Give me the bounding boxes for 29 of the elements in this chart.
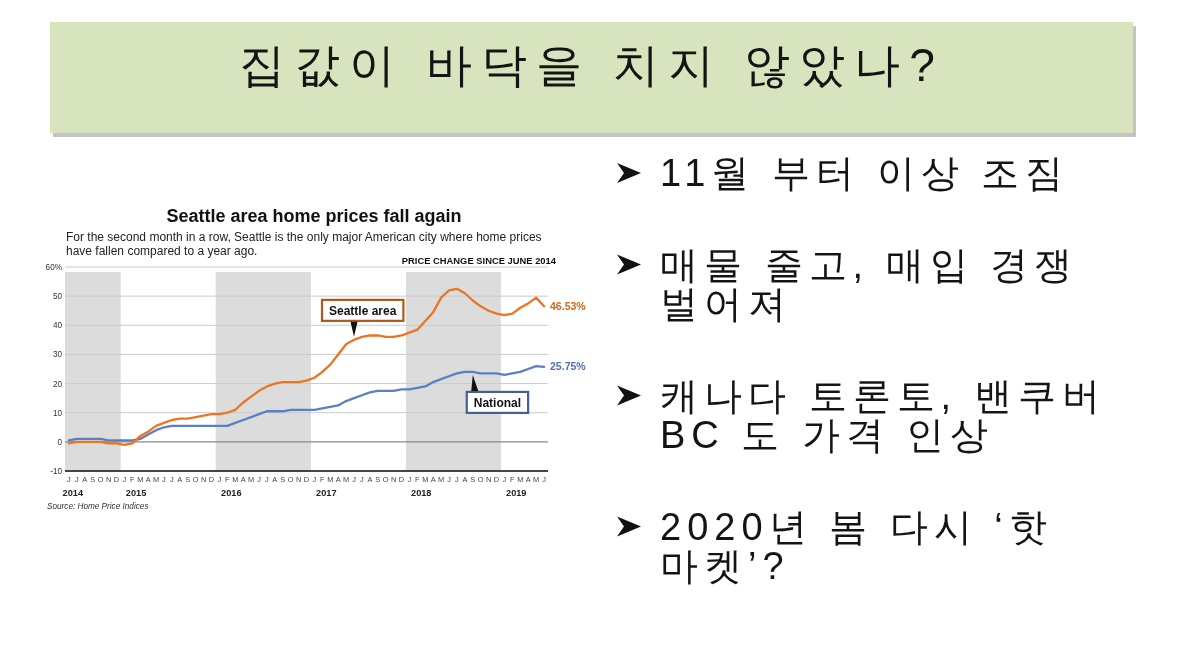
x2-tick-label: 2015 xyxy=(125,488,147,498)
x2-tick-label: 2016 xyxy=(221,488,242,498)
y-tick-label: 20 xyxy=(52,379,63,389)
text: 2020년 봄 다시 ‘핫 마켓’? xyxy=(660,505,1070,587)
text: 매물 줄고, 매입 경쟁 벌어져 xyxy=(660,243,1095,325)
y-tick-label: 50 xyxy=(52,292,63,302)
line-series xyxy=(67,364,546,442)
text: 11월 부터 이상 조짐 xyxy=(660,152,1070,194)
chart-title: Seattle area home prices fall again xyxy=(166,206,462,226)
data-label: 46.53% xyxy=(550,299,587,312)
y-tick-label: 30 xyxy=(52,350,63,360)
y-axis-title: PRICE CHANGE SINCE JUNE 2014 xyxy=(401,255,557,266)
series-label: National xyxy=(473,395,522,410)
x2-tick-label: 2017 xyxy=(316,488,337,498)
series-label: Seattle area xyxy=(329,303,397,318)
source-note: Source: Home Price Indices xyxy=(47,502,149,511)
text: 캐나다 토론토, 밴쿠버 BC 도 가격 인상 xyxy=(660,374,1123,456)
data-label: 25.75% xyxy=(550,360,587,373)
x2-tick-label: 2014 xyxy=(62,488,84,498)
y-tick-label: -10 xyxy=(50,467,63,476)
chart-subtitle: For the second month in a row, Seattle is the only major American city where home prices have fallen compared to a year ago. xyxy=(66,230,545,258)
y-tick-label: 40 xyxy=(52,321,63,331)
x2-tick-label: 2018 xyxy=(411,488,432,498)
x2-tick-label: 2019 xyxy=(506,488,527,498)
text: 집값이 바닥을 치지 않았나? xyxy=(239,39,944,91)
line-series xyxy=(67,287,546,446)
y-tick-label: 0 xyxy=(57,437,63,447)
y-tick-label: 60% xyxy=(45,263,62,272)
y-tick-label: 10 xyxy=(52,408,63,418)
